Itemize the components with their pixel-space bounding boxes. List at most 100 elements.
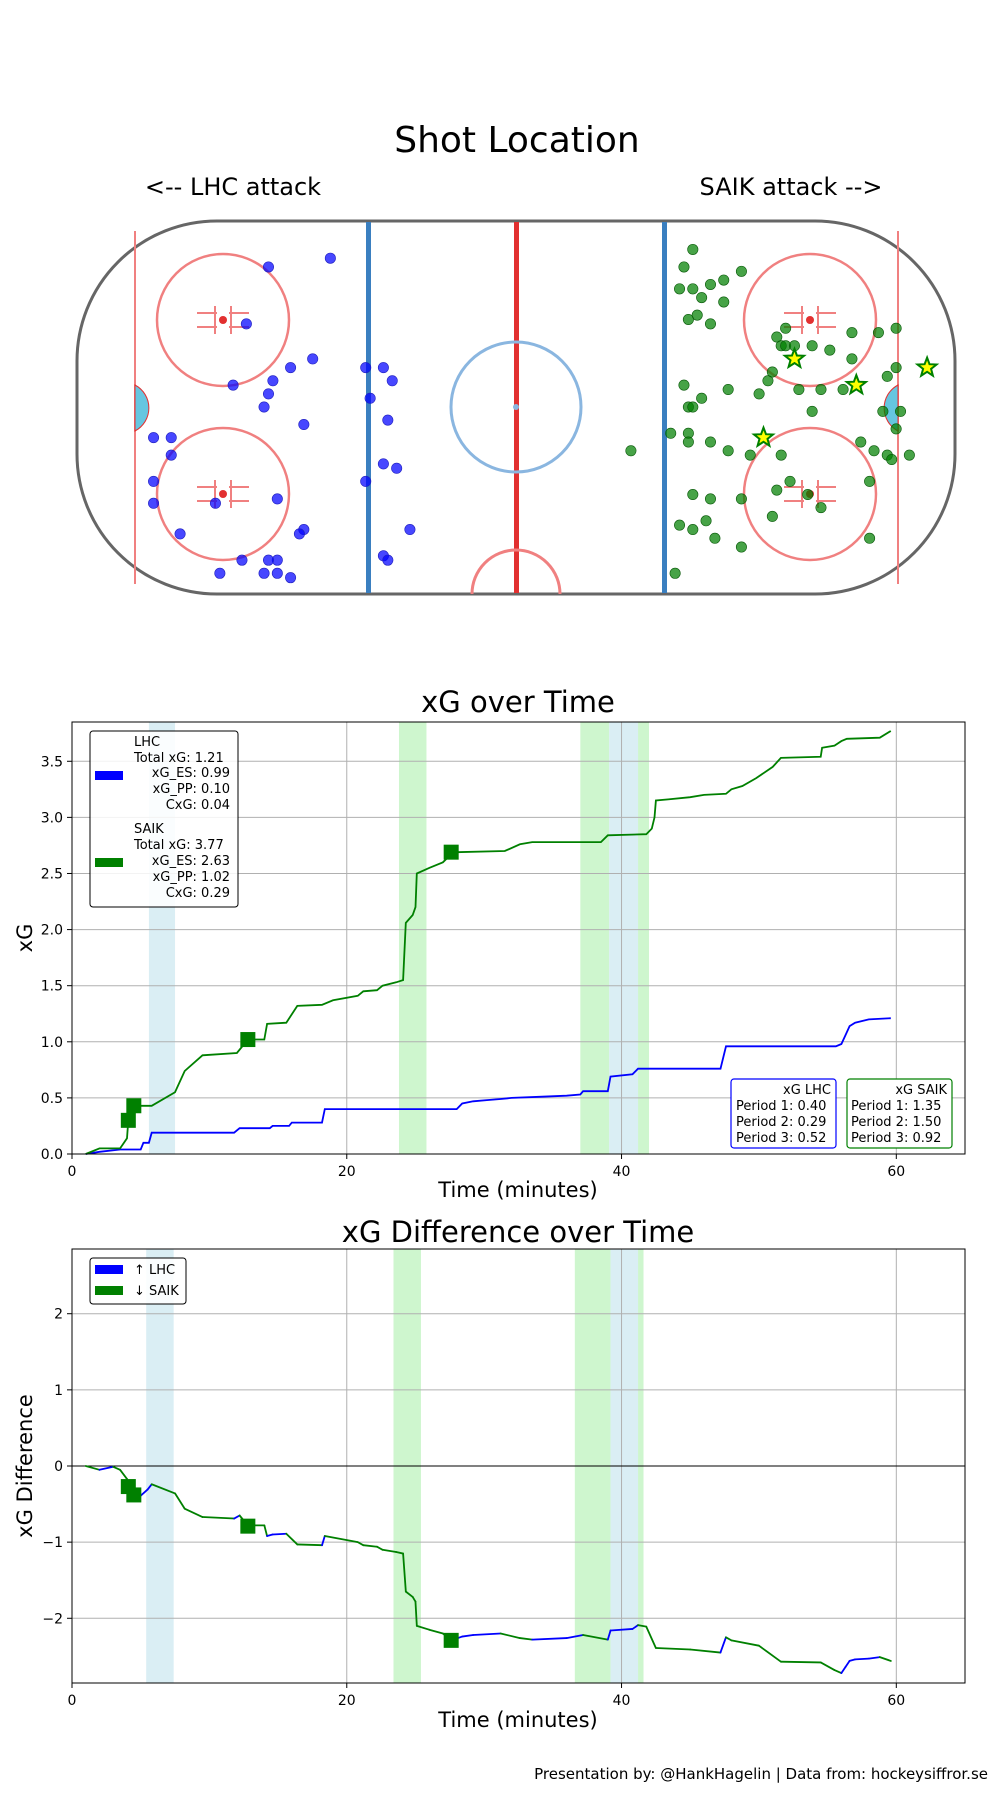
saik-goal-marker [443, 1632, 459, 1648]
saik-power-play-band [638, 722, 650, 1154]
svg-text:Period 3: 0.52: Period 3: 0.52 [736, 1131, 826, 1146]
saik-shot-point [722, 445, 734, 457]
saik-shot-point [682, 313, 694, 325]
x-tick-label: 40 [613, 1693, 631, 1709]
faceoff-circle-tl [155, 252, 291, 388]
legend-lhc-label: ↑ LHC [134, 1263, 175, 1278]
legend-lhc-total: Total xG: 1.21 [133, 751, 224, 766]
xg-difference-segment [565, 1634, 584, 1639]
saik-goal-star [782, 346, 807, 370]
lhc-shot-point [148, 432, 160, 444]
saik-shot-point [700, 515, 712, 527]
saik-shot-point [674, 519, 686, 531]
lhc-shot-point [267, 375, 279, 387]
saik-shot-point [687, 243, 699, 255]
xg-xlabel: Time (minutes) [437, 1178, 597, 1200]
lhc-shot-point [209, 497, 221, 509]
shot-location-chart: Shot Location <-- LHC attack SAIK attack… [75, 120, 957, 596]
xg-difference-segment [356, 1541, 365, 1547]
lhc-shot-point [214, 567, 226, 579]
lhc-shot-point [174, 528, 186, 540]
legend-saik-pp: xG_PP: 1.02 [153, 870, 230, 885]
saik-goal-marker [120, 1112, 136, 1128]
lhc-shot-point [271, 493, 283, 505]
saik-shot-point [872, 327, 884, 339]
lhc-shot-point [307, 353, 319, 365]
saik-shot-point [678, 261, 690, 273]
saik-shot-point [704, 318, 716, 330]
saik-shot-point [687, 283, 699, 295]
legend-saik-name: SAIK [134, 822, 164, 837]
y-tick-label: −2 [42, 1611, 63, 1627]
xg-difference-segment [174, 1492, 186, 1510]
xg-difference-segment [499, 1632, 521, 1639]
faceoff-circle-bl [155, 426, 291, 562]
saik-shot-point [669, 567, 681, 579]
xg-difference-segment [183, 1507, 204, 1518]
saik-shot-point [877, 405, 889, 417]
y-tick-label: 3.0 [41, 810, 63, 826]
diff-legend: ↑ LHC ↓ SAIK [89, 1257, 187, 1305]
lhc-shot-point [404, 524, 416, 536]
saik-shot-point [815, 502, 827, 514]
xg-difference-segment [146, 1483, 153, 1491]
footer-credit: Presentation by: @HankHagelin | Data fro… [534, 1765, 988, 1783]
shot-points [148, 243, 940, 584]
lhc-shot-point [364, 392, 376, 404]
saik-shot-point [864, 475, 876, 487]
y-tick-label: 3.5 [41, 754, 63, 770]
legend-swatch-lhc [95, 1265, 123, 1274]
y-tick-label: 2.5 [41, 866, 63, 882]
saik-shot-point [674, 283, 686, 295]
lhc-shot-point [236, 554, 248, 566]
svg-text:Period 3: 0.92: Period 3: 0.92 [851, 1131, 941, 1146]
saik-shot-point [846, 353, 858, 365]
lhc-shot-point [382, 554, 394, 566]
svg-text:Period 2: 0.29: Period 2: 0.29 [736, 1115, 826, 1130]
legend-saik-total: Total xG: 3.77 [133, 838, 224, 853]
xg-difference-segment [758, 1644, 782, 1663]
saik-shot-point [846, 327, 858, 339]
saik-shot-point [687, 489, 699, 501]
x-tick-label: 20 [338, 1164, 356, 1180]
faceoff-circle-br [742, 426, 878, 562]
saik-shot-point [735, 265, 747, 277]
saik-shot-point [687, 524, 699, 536]
xg-difference-segment [725, 1636, 733, 1642]
saik-shot-point [890, 362, 902, 374]
saik-goal-marker [126, 1098, 142, 1114]
referee-crease [470, 548, 562, 595]
svg-text:xG SAIK: xG SAIK [895, 1083, 947, 1098]
lhc-shot-point [271, 567, 283, 579]
xg-difference-segment [266, 1533, 274, 1537]
lhc-shot-point [258, 401, 270, 413]
lhc-shot-point [298, 419, 310, 431]
xg-difference-segment [376, 1545, 384, 1551]
saik-shot-point [678, 379, 690, 391]
saik-shot-point [625, 445, 637, 457]
saik-shot-point [696, 392, 708, 404]
saik-shot-point [766, 366, 778, 378]
goal-markers [120, 844, 459, 1128]
xg-difference-segment [271, 1532, 288, 1536]
saik-shot-point [806, 405, 818, 417]
faceoff-hashmarks [197, 306, 836, 508]
x-tick-label: 40 [613, 1164, 631, 1180]
xg-difference-segment [780, 1660, 822, 1664]
xg-difference-segment [321, 1535, 326, 1547]
xg-difference-series [84, 1465, 892, 1675]
saik-shot-point [868, 445, 880, 457]
y-tick-label: −1 [42, 1535, 63, 1551]
xg-difference-segment [472, 1632, 502, 1636]
saik-shot-point [704, 493, 716, 505]
lhc-attack-label: <-- LHC attack [145, 173, 321, 201]
svg-text:Period 2: 1.50: Period 2: 1.50 [851, 1115, 941, 1130]
lhc-shot-point [285, 572, 297, 584]
shot-map-title: Shot Location [394, 120, 640, 161]
y-tick-label: 0 [54, 1459, 63, 1475]
saik-shot-point [780, 322, 792, 334]
xg-difference-segment [428, 1628, 444, 1635]
saik-shot-point [855, 436, 867, 448]
lhc-shot-point [360, 475, 372, 487]
xg-difference-segment [833, 1669, 843, 1675]
